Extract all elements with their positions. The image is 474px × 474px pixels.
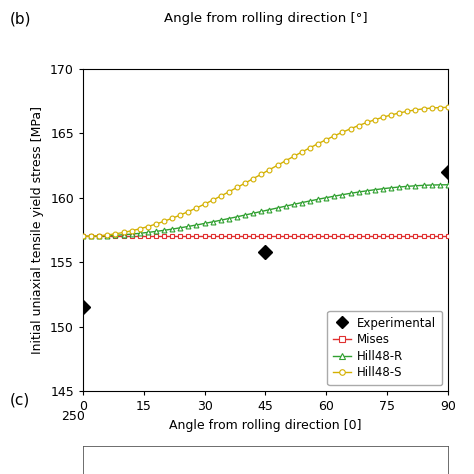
Y-axis label: Initial uniaxial tensile yield stress [MPa]: Initial uniaxial tensile yield stress [M… — [31, 106, 45, 354]
Text: Angle from rolling direction [°]: Angle from rolling direction [°] — [164, 12, 367, 25]
Text: (b): (b) — [9, 12, 31, 27]
Text: 250: 250 — [62, 410, 85, 423]
Text: (c): (c) — [9, 392, 30, 408]
X-axis label: Angle from rolling direction [0]: Angle from rolling direction [0] — [169, 419, 362, 432]
Legend: Experimental, Mises, Hill48-R, Hill48-S: Experimental, Mises, Hill48-R, Hill48-S — [328, 311, 442, 385]
